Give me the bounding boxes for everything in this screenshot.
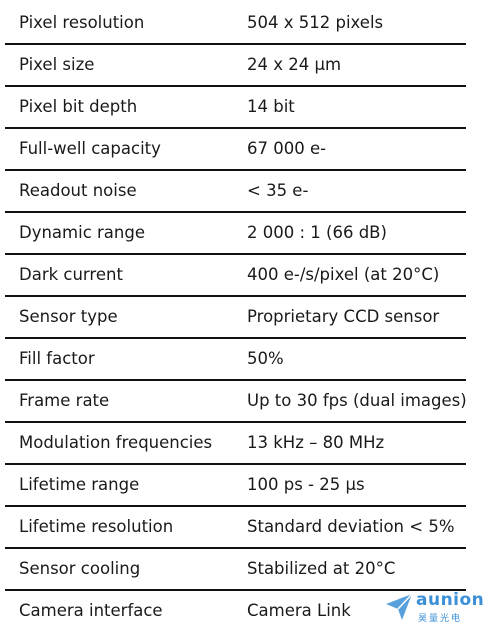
parameter-name: Lifetime range	[19, 475, 140, 494]
parameter-name: Modulation frequencies	[19, 433, 213, 452]
table-row: Lifetime range 100 ps - 25 µs	[5, 465, 466, 507]
table-row: Frame rate Up to 30 fps (dual images)	[5, 381, 467, 423]
table-row: Pixel bit depth 14 bit	[5, 87, 466, 129]
parameter-value: 67 000 e-	[247, 139, 327, 158]
parameter-value: 100 ps - 25 µs	[247, 475, 365, 494]
parameter-name: Dark current	[19, 265, 123, 284]
parameter-name: Camera interface	[19, 601, 163, 620]
table-row: Fill factor 50%	[5, 339, 466, 381]
parameter-name: Sensor cooling	[19, 559, 141, 578]
parameter-name: Sensor type	[19, 307, 118, 326]
parameter-name: Dynamic range	[19, 223, 145, 242]
parameter-name: Full-well capacity	[19, 139, 161, 158]
parameter-value: Standard deviation < 5%	[247, 517, 455, 536]
parameter-value: < 35 e-	[247, 181, 309, 200]
parameter-name: Pixel resolution	[19, 13, 145, 32]
table-row: Modulation frequencies 13 kHz – 80 MHz	[5, 423, 466, 465]
parameter-value: 504 x 512 pixels	[247, 13, 384, 32]
table-row: Readout noise < 35 e-	[5, 171, 466, 213]
watermark-logo	[386, 593, 413, 620]
table-row: Pixel size 24 x 24 µm	[5, 45, 466, 87]
table-row: Dark current 400 e-/s/pixel (at 20°C)	[5, 255, 466, 297]
watermark-subtitle: 昊量光电	[418, 614, 463, 624]
parameter-name: Lifetime resolution	[19, 517, 174, 536]
parameter-value: Stabilized at 20°C	[247, 559, 396, 578]
parameter-value: 13 kHz – 80 MHz	[247, 433, 385, 452]
parameter-value: Camera Link	[247, 601, 351, 620]
watermark: aunion 昊量光电	[384, 590, 488, 628]
parameter-value: 50%	[247, 349, 284, 368]
parameter-name: Fill factor	[19, 349, 95, 368]
parameter-name: Pixel size	[19, 55, 95, 74]
table-row: Sensor type Proprietary CCD sensor	[5, 297, 466, 339]
table-row: Full-well capacity 67 000 e-	[5, 129, 466, 171]
parameter-value: Up to 30 fps (dual images)	[247, 391, 467, 410]
table-row: Sensor cooling Stabilized at 20°C	[5, 549, 466, 591]
parameter-name: Readout noise	[19, 181, 137, 200]
parameter-value: 2 000 : 1 (66 dB)	[247, 223, 387, 242]
table-row: Lifetime resolution Standard deviation < …	[5, 507, 466, 549]
table-row: Dynamic range 2 000 : 1 (66 dB)	[5, 213, 466, 255]
table-row: Camera interface Camera Link	[5, 591, 466, 633]
parameter-value: 24 x 24 µm	[247, 55, 342, 74]
parameter-value: 400 e-/s/pixel (at 20°C)	[247, 265, 440, 284]
parameter-value: 14 bit	[247, 97, 295, 116]
parameter-name: Pixel bit depth	[19, 97, 138, 116]
watermark-brand: aunion	[416, 590, 485, 610]
table-row: Pixel resolution 504 x 512 pixels	[5, 3, 466, 45]
parameter-value: Proprietary CCD sensor	[247, 307, 440, 326]
parameter-name: Frame rate	[19, 391, 110, 410]
